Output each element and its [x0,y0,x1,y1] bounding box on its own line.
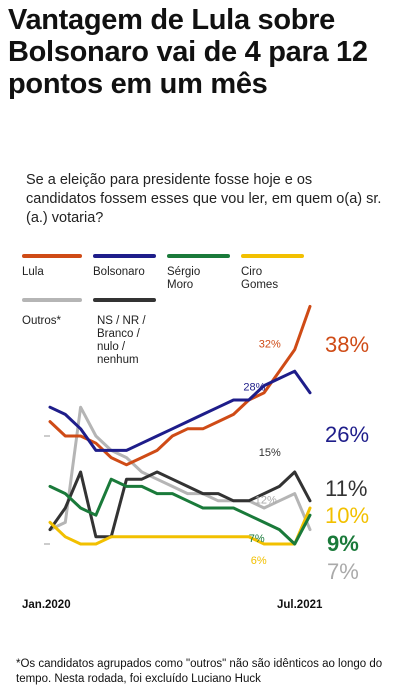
series-line-ciro [48,506,312,546]
series-line-lula [48,304,312,467]
series-lines [48,304,312,546]
end-label-bolsonaro: 26% [325,422,369,447]
survey-question: Se a eleição para presidente fosse hoje … [26,172,382,226]
chart-title: Vantagem de Lula sobre Bolsonaro vai de … [8,4,368,100]
series-line-ns [48,470,312,539]
x-axis-start-label: Jan.2020 [22,599,71,611]
line-chart: 32% 28% 7% 6% 12% 15% 38% 26% 9% 10% 7% 11% Jan.20… [22,304,369,611]
series-end-labels: 38% 26% 9% 10% 7% 11% [325,332,369,584]
annotation-bolsonaro-0: 28% [243,381,265,393]
series-line-bolsonaro [48,369,312,452]
x-axis-end-label: Jul.2021 [277,599,323,611]
annotation-lula-0: 32% [259,339,281,351]
annotation-ciro-0: 6% [251,555,267,567]
annotation-ns-0: 15% [259,447,281,459]
y-ticks [44,435,50,545]
end-label-ciro: 10% [325,503,369,528]
end-label-ns: 11% [325,476,367,501]
series-line-outros [48,405,312,532]
end-label-lula: 38% [325,332,369,357]
end-label-outros: 7% [327,559,359,584]
annotation-outros-0: 12% [255,495,277,507]
series-line-moro [48,477,312,546]
end-label-moro: 9% [327,531,359,556]
series-annotations: 32% 28% 7% 6% 12% 15% [243,339,281,567]
footnote: *Os candidatos agrupados como "outros" n… [16,658,383,685]
annotation-moro-0: 7% [249,533,265,545]
